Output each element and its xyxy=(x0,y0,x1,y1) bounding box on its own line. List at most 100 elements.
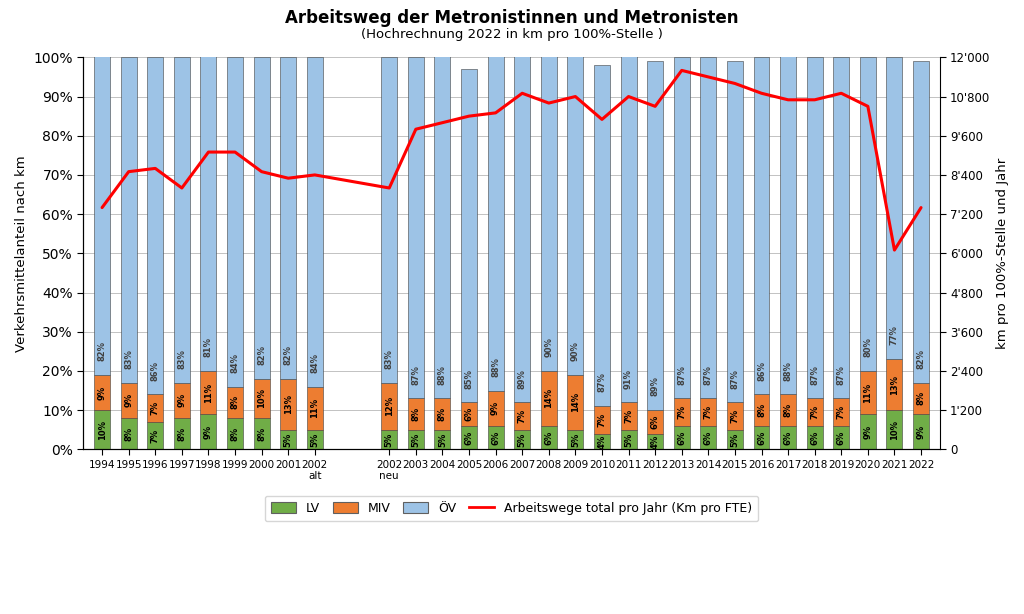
Bar xyxy=(541,426,557,449)
Text: 7%: 7% xyxy=(597,413,606,427)
Text: 83%: 83% xyxy=(385,349,394,369)
Text: 81%: 81% xyxy=(204,337,213,357)
Text: 7%: 7% xyxy=(677,405,686,419)
Bar xyxy=(174,57,189,383)
Bar xyxy=(487,45,504,391)
Bar xyxy=(461,402,477,426)
Bar xyxy=(647,410,664,433)
Text: (Hochrechnung 2022 in km pro 100%-Stelle ): (Hochrechnung 2022 in km pro 100%-Stelle… xyxy=(361,28,663,41)
Text: 4%: 4% xyxy=(650,434,659,449)
Bar xyxy=(913,383,929,414)
Bar xyxy=(727,61,742,402)
Text: 86%: 86% xyxy=(757,360,766,381)
Bar xyxy=(254,418,269,449)
Text: 6%: 6% xyxy=(677,430,686,445)
Text: 8%: 8% xyxy=(257,427,266,441)
Bar xyxy=(201,414,216,449)
Text: 9%: 9% xyxy=(124,393,133,407)
Text: 8%: 8% xyxy=(783,403,793,417)
Bar xyxy=(434,53,451,398)
Bar xyxy=(727,430,742,449)
Bar xyxy=(887,410,902,449)
Bar xyxy=(594,65,610,406)
Text: 90%: 90% xyxy=(545,337,553,357)
Text: 9%: 9% xyxy=(204,425,213,439)
Text: 11%: 11% xyxy=(310,398,319,418)
Bar xyxy=(541,371,557,426)
Text: 8%: 8% xyxy=(124,427,133,441)
Text: 6%: 6% xyxy=(650,414,659,429)
Bar xyxy=(408,430,424,449)
Text: 7%: 7% xyxy=(624,409,633,423)
Text: 5%: 5% xyxy=(385,432,394,446)
Text: 4%: 4% xyxy=(597,434,606,449)
Text: 6%: 6% xyxy=(703,430,713,445)
Bar xyxy=(567,375,584,430)
Bar xyxy=(281,430,296,449)
Text: 87%: 87% xyxy=(703,365,713,384)
Bar xyxy=(860,414,876,449)
Text: 9%: 9% xyxy=(492,401,500,415)
Text: 6%: 6% xyxy=(837,430,846,445)
Bar xyxy=(227,387,243,418)
Text: 8%: 8% xyxy=(757,403,766,417)
Bar xyxy=(860,57,876,371)
Text: 7%: 7% xyxy=(703,405,713,419)
Text: 8%: 8% xyxy=(177,427,186,441)
Bar xyxy=(461,426,477,449)
Text: 10%: 10% xyxy=(97,420,106,440)
Text: 8%: 8% xyxy=(412,407,420,421)
Text: 6%: 6% xyxy=(783,430,793,445)
Bar xyxy=(834,398,849,426)
Text: 6%: 6% xyxy=(465,407,473,421)
Text: 91%: 91% xyxy=(624,368,633,389)
Bar xyxy=(594,406,610,433)
Bar xyxy=(408,57,424,398)
Text: 5%: 5% xyxy=(624,432,633,446)
Bar xyxy=(780,50,796,394)
Bar xyxy=(541,18,557,371)
Bar xyxy=(594,433,610,449)
Bar xyxy=(807,57,822,398)
Bar xyxy=(834,426,849,449)
Bar xyxy=(887,57,902,359)
Text: 77%: 77% xyxy=(890,325,899,346)
Bar xyxy=(860,371,876,414)
Text: 6%: 6% xyxy=(757,430,766,445)
Text: 13%: 13% xyxy=(890,375,899,395)
Bar xyxy=(147,57,163,394)
Text: 5%: 5% xyxy=(730,432,739,446)
Text: 7%: 7% xyxy=(810,405,819,419)
Text: 8%: 8% xyxy=(916,391,926,405)
Bar xyxy=(754,57,769,394)
Text: 87%: 87% xyxy=(730,368,739,389)
Text: 82%: 82% xyxy=(97,341,106,361)
Bar xyxy=(381,57,397,383)
Bar xyxy=(674,398,690,426)
Text: 5%: 5% xyxy=(310,432,319,446)
Text: 84%: 84% xyxy=(310,353,319,373)
Y-axis label: km pro 100%-Stelle und Jahr: km pro 100%-Stelle und Jahr xyxy=(996,158,1009,349)
Bar xyxy=(94,53,110,375)
Text: 6%: 6% xyxy=(545,430,553,445)
Bar xyxy=(913,61,929,383)
Text: 88%: 88% xyxy=(783,361,793,381)
Text: 87%: 87% xyxy=(597,373,606,392)
Y-axis label: Verkehrsmittelanteil nach km: Verkehrsmittelanteil nach km xyxy=(15,155,28,352)
Text: 14%: 14% xyxy=(570,392,580,413)
Text: 87%: 87% xyxy=(412,365,420,384)
Bar xyxy=(227,418,243,449)
Bar xyxy=(201,371,216,414)
Text: 8%: 8% xyxy=(230,427,240,441)
Text: 88%: 88% xyxy=(492,357,500,377)
Text: 87%: 87% xyxy=(677,365,686,384)
Text: 7%: 7% xyxy=(151,429,160,443)
Bar xyxy=(147,394,163,422)
Text: 83%: 83% xyxy=(177,349,186,369)
Bar xyxy=(94,410,110,449)
Text: 6%: 6% xyxy=(810,430,819,445)
Text: 9%: 9% xyxy=(916,425,926,439)
Bar xyxy=(307,387,323,430)
Bar xyxy=(647,61,664,410)
Text: 7%: 7% xyxy=(518,409,526,423)
